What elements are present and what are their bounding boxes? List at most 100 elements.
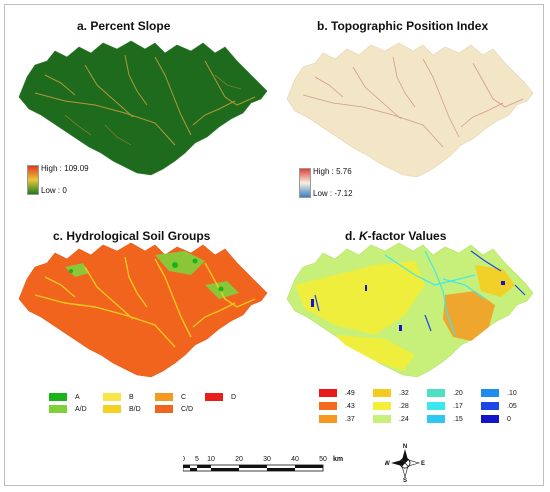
scale-tick-5: 5: [195, 456, 199, 463]
scale-tick-50: 50: [319, 456, 327, 463]
scale-bar-graphic: 0 5 10 20 30 40 50 km: [181, 456, 343, 472]
south-label: S: [403, 478, 407, 483]
legend-low-label: Low : 0: [41, 186, 67, 195]
legend-item-c-d: C/D: [155, 405, 193, 413]
legend-label: D: [231, 393, 237, 401]
legend-item: .49: [319, 389, 355, 397]
legend-swatch: [481, 415, 499, 423]
legend-label: .24: [399, 415, 409, 423]
legend-swatch: [49, 393, 67, 401]
panel-topographic-position-index: b. Topographic Position Index High : 5.7…: [275, 5, 545, 215]
legend-swatch: [427, 402, 445, 410]
legend-item: .28: [373, 402, 409, 410]
legend-swatch: [427, 415, 445, 423]
legend-swatch: [103, 405, 121, 413]
scale-tick-0: 0: [183, 456, 185, 463]
west-label: W: [385, 461, 390, 467]
legend-label: B/D: [129, 405, 141, 413]
legend-item-b: B: [103, 393, 134, 401]
legend-item-c: C: [155, 393, 186, 401]
k-factor-map: [286, 242, 534, 378]
legend-swatch: [373, 389, 391, 397]
legend-item-b-d: B/D: [103, 405, 141, 413]
panel-hydrological-soil-groups: c. Hydrological Soil Groups: [5, 215, 275, 435]
k-factor-cyan-channels: [384, 250, 486, 336]
legend-label: B: [129, 393, 134, 401]
scale-bar-labels: 0 5 10 20 30 40 50 km: [181, 456, 343, 463]
legend-item: .20: [427, 389, 463, 397]
soil-b-d-streams: [34, 256, 256, 348]
legend-label: C/D: [181, 405, 194, 413]
legend-swatch: [481, 389, 499, 397]
legend-swatch: [319, 389, 337, 397]
legend-item-a-d: A/D: [49, 405, 87, 413]
legend-item-a: A: [49, 393, 80, 401]
north-label: N: [403, 444, 407, 450]
legend-label: .37: [345, 415, 355, 423]
legend-item: .32: [373, 389, 409, 397]
legend-swatch: [373, 415, 391, 423]
legend-label: .32: [399, 389, 409, 397]
legend-swatch: [205, 393, 223, 401]
legend-swatch: [155, 405, 173, 413]
scale-unit: km: [333, 456, 343, 463]
scale-bar: 0 5 10 20 30 40 50 km: [181, 453, 383, 483]
legend-item: .24: [373, 415, 409, 423]
figure-frame: a. Percent Slope High : 109.09 Low : 0: [4, 4, 544, 486]
soil-a-patches: [69, 258, 224, 292]
slope-streams: [34, 54, 256, 146]
k-factor-orange-zones: [443, 291, 495, 341]
legend-item-d: D: [205, 393, 236, 401]
legend-swatch: [103, 393, 121, 401]
legend-high-label: High : 109.09: [41, 164, 89, 173]
watershed-shape: [18, 242, 268, 378]
legend-item: 0: [481, 415, 511, 423]
scale-bar-segments: [182, 464, 324, 472]
panel-title: a. Percent Slope: [77, 19, 171, 33]
slope-highlights: [64, 74, 242, 146]
legend-item: .17: [427, 402, 463, 410]
panel-title: b. Topographic Position Index: [317, 19, 489, 33]
legend-swatch: [319, 415, 337, 423]
legend-label: .49: [345, 389, 355, 397]
compass-rose-graphic: N S E W: [384, 444, 425, 484]
legend-item: .15: [427, 415, 463, 423]
legend-swatch: [49, 405, 67, 413]
legend-low-label: Low : -7.12: [313, 189, 353, 198]
panel-title-prefix: d.: [345, 229, 359, 243]
panel-k-factor-values: d. K-factor Values: [275, 215, 545, 435]
legend-high-label: High : 5.76: [313, 167, 352, 176]
panel-percent-slope: a. Percent Slope High : 109.09 Low : 0: [5, 5, 275, 215]
legend-item: .05: [481, 402, 517, 410]
tpi-color-ramp: [299, 168, 311, 198]
legend-label: A/D: [75, 405, 87, 413]
legend-swatch: [373, 402, 391, 410]
legend-label: .28: [399, 402, 409, 410]
legend-label: .15: [453, 415, 463, 423]
scale-tick-20: 20: [235, 456, 243, 463]
legend-item: .10: [481, 389, 517, 397]
tpi-map: [286, 42, 534, 178]
k-factor-blue-lines: [314, 250, 526, 332]
east-label: E: [421, 461, 425, 467]
slope-color-ramp: [27, 165, 39, 195]
watershed-shape: [286, 42, 534, 178]
panel-title: d. K-factor Values: [345, 229, 446, 243]
legend-label: A: [75, 393, 80, 401]
legend-label: .10: [507, 389, 517, 397]
legend-label: .43: [345, 402, 355, 410]
compass-rose-icon: N S E W: [384, 443, 425, 484]
panel-title-italic: K: [359, 229, 368, 243]
k-factor-dark-blue-patches: [311, 281, 505, 331]
legend-item: .37: [319, 415, 355, 423]
legend-swatch: [155, 393, 173, 401]
tpi-valleys: [302, 56, 524, 148]
legend-swatch: [481, 402, 499, 410]
watershed-shape: [18, 40, 268, 176]
legend-label: C: [181, 393, 187, 401]
panel-title-suffix: -factor Values: [367, 229, 447, 243]
legend-label: 0: [507, 415, 511, 423]
legend-item: .43: [319, 402, 355, 410]
legend-swatch: [427, 389, 445, 397]
legend-label: .17: [453, 402, 463, 410]
